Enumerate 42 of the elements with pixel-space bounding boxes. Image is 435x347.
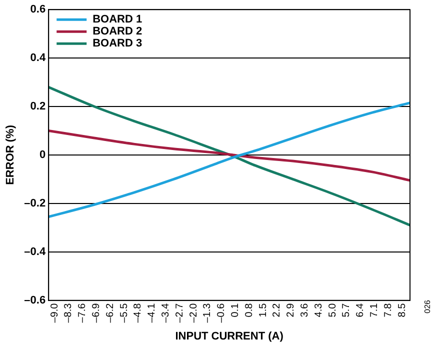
legend-label: BOARD 1 xyxy=(92,14,142,26)
x-tick-label: –5.5 xyxy=(118,302,130,323)
x-tick-label: –6.9 xyxy=(91,302,102,323)
x-tick-label: 0.8 xyxy=(244,302,255,318)
x-tick-label: –4.8 xyxy=(132,302,144,323)
y-tick-label: –0.6 xyxy=(24,294,46,306)
x-tick-label: 5.7 xyxy=(341,302,352,318)
x-axis-title: INPUT CURRENT (A) xyxy=(175,330,284,342)
x-tick-label: 0.1 xyxy=(230,302,242,318)
x-tick-label: –8.3 xyxy=(63,302,74,323)
x-tick-label: –6.2 xyxy=(104,302,116,323)
x-tick-label: 7.1 xyxy=(369,302,380,318)
line-series xyxy=(48,102,410,218)
legend-label: BOARD 3 xyxy=(92,38,142,50)
x-tick-label: –7.6 xyxy=(77,302,88,323)
line-series xyxy=(48,129,410,182)
y-axis-title: ERROR (%) xyxy=(4,124,17,185)
x-tick-label: –4.1 xyxy=(146,302,158,323)
x-tick-label: 4.3 xyxy=(313,302,324,318)
x-tick-label: 5.0 xyxy=(327,302,338,318)
y-tick-label: 0.4 xyxy=(30,52,46,64)
y-tick-label: –0.4 xyxy=(24,246,46,258)
x-tick-label: –3.4 xyxy=(160,302,172,323)
x-tick-label: 3.6 xyxy=(300,302,311,318)
y-tick-label: –0.2 xyxy=(24,197,46,210)
y-tick-label: 0.2 xyxy=(30,100,46,113)
y-tick-label: 0.6 xyxy=(30,4,46,16)
x-tick-label: 7.8 xyxy=(382,302,394,318)
line-series xyxy=(48,86,410,226)
y-tick-label: 0 xyxy=(39,149,46,161)
x-tick-label: –2.7 xyxy=(174,302,186,323)
text: 026 xyxy=(423,300,432,314)
x-tick-label: –1.3 xyxy=(202,302,214,323)
x-tick-label: 6.4 xyxy=(355,302,366,318)
x-tick-label: –0.6 xyxy=(216,302,228,323)
x-tick-label: 8.5 xyxy=(396,302,408,318)
x-tick-label: 2.2 xyxy=(272,302,283,318)
x-tick-label: –2.0 xyxy=(188,302,200,323)
x-tick-label: 2.9 xyxy=(286,302,297,318)
x-tick-label: 1.5 xyxy=(258,302,269,318)
x-tick-label: –9.0 xyxy=(49,302,60,323)
legend-label: BOARD 2 xyxy=(92,26,142,38)
